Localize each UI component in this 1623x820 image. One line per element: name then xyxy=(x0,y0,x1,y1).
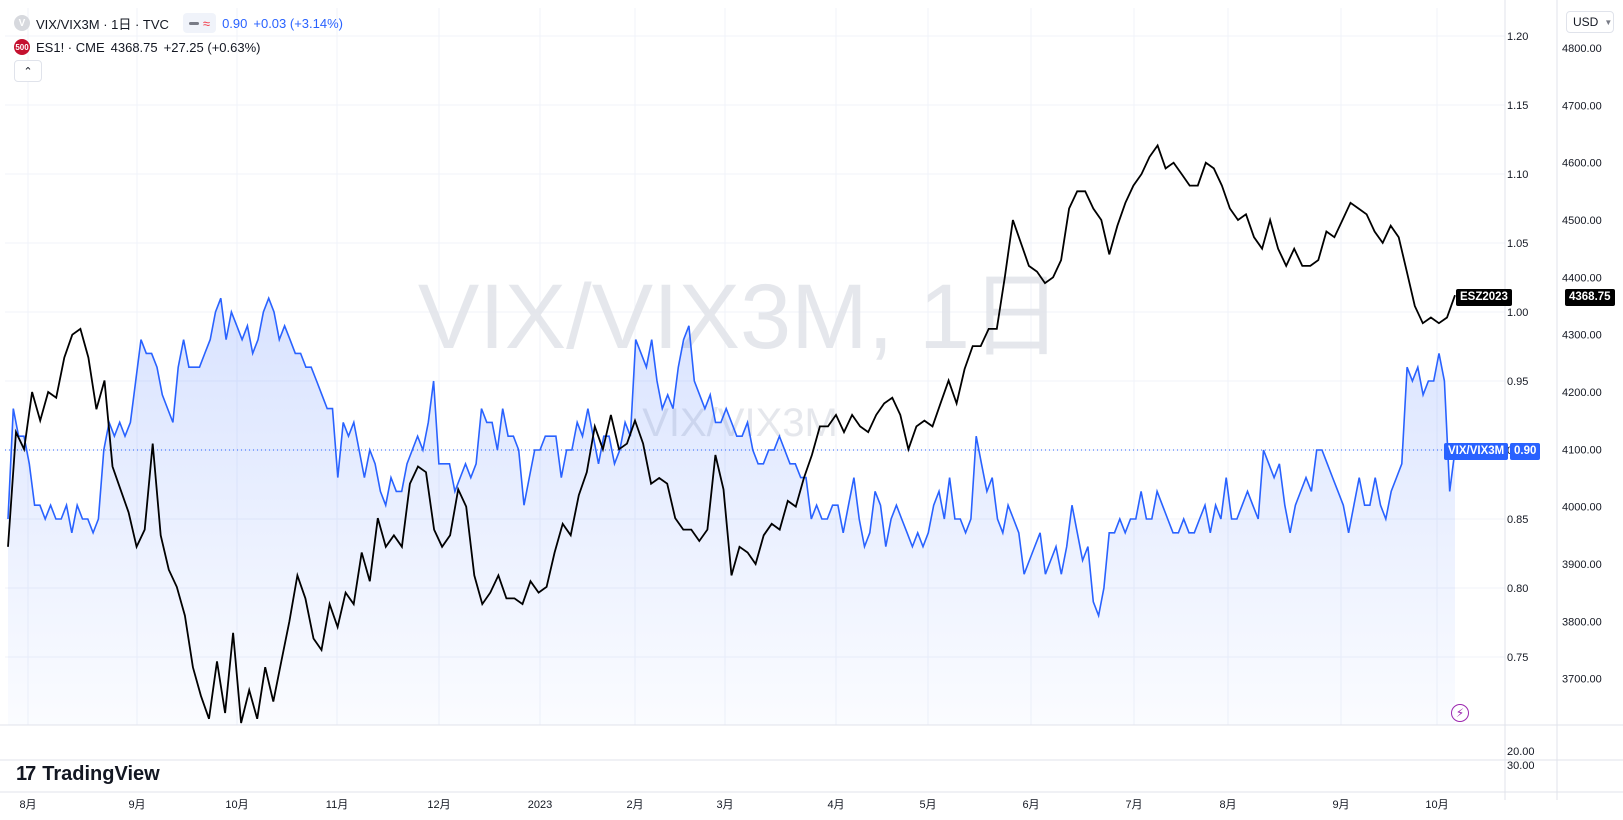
es-symbol-icon: 500 xyxy=(14,39,30,55)
chevron-up-icon: ⌃ xyxy=(23,65,33,78)
es-series-name-badge: ESZ2023 xyxy=(1456,289,1512,306)
collapse-legend-button[interactable]: ⌃ xyxy=(14,60,42,82)
time-axis-label: 3月 xyxy=(716,799,733,811)
time-axis-label: 8月 xyxy=(1219,799,1236,811)
right-scale-tick-label: 3700.00 xyxy=(1562,674,1602,686)
right-scale-tick-label: 4200.00 xyxy=(1562,387,1602,399)
watermark-title: VIX/VIX3M, 1日 xyxy=(418,266,1062,368)
wave-icon: ≈ xyxy=(202,15,211,31)
right-scale-tick-label: 3800.00 xyxy=(1562,616,1602,628)
time-axis-label: 2023 xyxy=(528,799,552,811)
vix-series-line xyxy=(7,295,1456,619)
compare-last-value: 4368.75 xyxy=(110,39,158,55)
time-axis-label: 9月 xyxy=(128,799,145,811)
chevron-down-icon: ▼ xyxy=(1604,17,1613,27)
time-axis-label: 10月 xyxy=(225,799,248,811)
left-scale-tick-label: 1.15 xyxy=(1507,100,1528,112)
left-scale-tick-label: 0.75 xyxy=(1507,652,1528,664)
symbol-logo-icon: V xyxy=(14,15,30,31)
left-scale-tick-label: 0.80 xyxy=(1507,583,1528,595)
es-series-line xyxy=(7,143,1456,724)
right-scale-tick-label: 4700.00 xyxy=(1562,100,1602,112)
tradingview-mark-icon: 17 xyxy=(16,763,36,785)
vix-price-badge: 0.90 xyxy=(1510,443,1541,460)
sub-pane-tick-label: 30.00 xyxy=(1507,760,1535,772)
main-series-legend[interactable]: V VIX/VIX3M · 1日 · TVC ≈ 0.90 +0.03 (+3.… xyxy=(14,13,343,33)
time-axis-label: 9月 xyxy=(1332,799,1349,811)
time-axis-label: 8月 xyxy=(19,799,36,811)
time-axis-label: 6月 xyxy=(1022,799,1039,811)
left-scale-tick-label: 1.10 xyxy=(1507,169,1528,181)
right-scale-tick-label: 4100.00 xyxy=(1562,444,1602,456)
vix-area-fill xyxy=(8,298,1455,725)
left-scale-tick-label: 0.85 xyxy=(1507,514,1528,526)
left-scale-tick-label: 0.95 xyxy=(1507,376,1528,388)
right-scale-tick-label: 3900.00 xyxy=(1562,559,1602,571)
sub-pane-tick-label: 20.00 xyxy=(1507,746,1535,758)
time-axis-label: 11月 xyxy=(326,799,348,811)
compare-symbol-label[interactable]: ES1! · CME xyxy=(36,39,105,55)
right-scale-tick-label: 4600.00 xyxy=(1562,158,1602,170)
time-axis-label: 10月 xyxy=(1425,799,1448,811)
time-axis-label: 2月 xyxy=(626,799,643,811)
compare-series-legend[interactable]: 500 ES1! · CME 4368.75 +27.25 (+0.63%) xyxy=(14,39,260,55)
line-style-icon xyxy=(188,21,199,25)
left-scale-tick-label: 1.00 xyxy=(1507,307,1528,319)
time-axis-label: 4月 xyxy=(827,799,844,811)
vix-series-name-badge: VIX/VIX3M xyxy=(1444,443,1509,460)
time-axis-label: 7月 xyxy=(1125,799,1142,811)
tradingview-logo[interactable]: 17 TradingView xyxy=(16,763,160,786)
right-scale-tick-label: 4800.00 xyxy=(1562,43,1602,55)
right-scale-tick-label: 4300.00 xyxy=(1562,330,1602,342)
es-price-badge: 4368.75 xyxy=(1565,289,1615,306)
main-symbol-label[interactable]: VIX/VIX3M · 1日 · TVC xyxy=(36,16,169,32)
right-scale-tick-label: 4500.00 xyxy=(1562,215,1602,227)
currency-label: USD xyxy=(1573,15,1599,29)
lightning-icon[interactable]: ⚡ xyxy=(1451,704,1469,722)
tradingview-wordmark: TradingView xyxy=(42,763,160,785)
right-scale-tick-label: 4400.00 xyxy=(1562,272,1602,284)
main-last-value: 0.90 xyxy=(222,15,248,31)
currency-selector[interactable]: USD ▼ xyxy=(1566,11,1614,33)
indicator-chip[interactable]: ≈ xyxy=(182,13,217,33)
right-scale-tick-label: 4000.00 xyxy=(1562,502,1602,514)
time-axis-label: 12月 xyxy=(427,799,450,811)
compare-change-value: +27.25 (+0.63%) xyxy=(163,39,261,55)
left-scale-tick-label: 1.20 xyxy=(1507,31,1528,43)
time-axis-label: 5月 xyxy=(919,799,936,811)
left-scale-tick-label: 1.05 xyxy=(1507,238,1528,250)
plot-area xyxy=(5,143,1505,725)
main-change-value: +0.03 (+3.14%) xyxy=(253,15,343,31)
